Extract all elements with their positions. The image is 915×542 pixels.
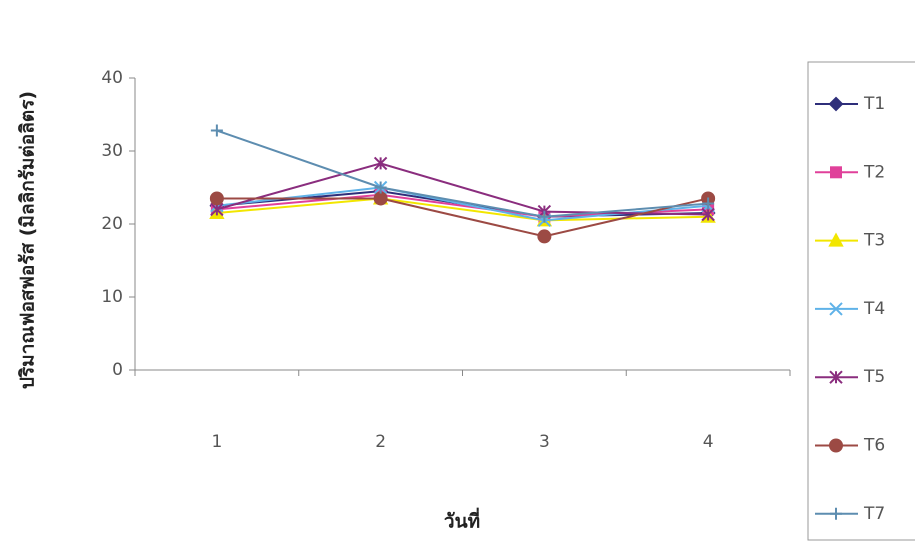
y-tick-label: 0 — [112, 360, 123, 380]
legend-label: T7 — [863, 504, 885, 524]
legend-marker — [828, 232, 844, 247]
legend-label: T5 — [863, 367, 885, 387]
point — [701, 207, 715, 222]
x-tick-label: 1 — [211, 432, 222, 452]
y-tick-label: 20 — [101, 214, 123, 234]
point — [373, 191, 388, 206]
legend-marker — [828, 96, 844, 112]
y-axis-title: ปริมาณฟอสฟอรัส (มิลลิกรัมต่อลิตร) — [17, 91, 39, 389]
line — [216, 129, 709, 218]
point — [373, 156, 388, 171]
line — [216, 197, 709, 222]
x-tick-label: 2 — [375, 432, 386, 452]
legend-box — [807, 61, 915, 541]
point — [702, 197, 715, 210]
legend-label: T4 — [863, 299, 885, 319]
legend-label: T2 — [863, 162, 885, 182]
x-tick-label: 4 — [703, 432, 714, 452]
x-tick-label: 3 — [539, 432, 550, 452]
x-axis-title: วันที่ — [444, 508, 480, 533]
point — [209, 191, 224, 206]
point — [537, 229, 552, 244]
legend-marker — [829, 438, 843, 453]
legend-label: T3 — [863, 231, 885, 251]
y-tick-label: 30 — [101, 141, 123, 161]
legend-marker — [830, 507, 842, 520]
legend-label: T1 — [863, 94, 885, 114]
legend-marker — [830, 166, 842, 179]
line — [216, 197, 709, 238]
legend-marker — [829, 370, 843, 384]
point — [374, 181, 387, 194]
point — [538, 210, 551, 223]
y-tick-label: 10 — [101, 287, 123, 307]
legend-label: T6 — [863, 436, 885, 456]
legend-marker — [829, 302, 843, 316]
line — [216, 162, 709, 216]
point — [210, 124, 223, 137]
y-tick-label: 40 — [101, 68, 123, 88]
